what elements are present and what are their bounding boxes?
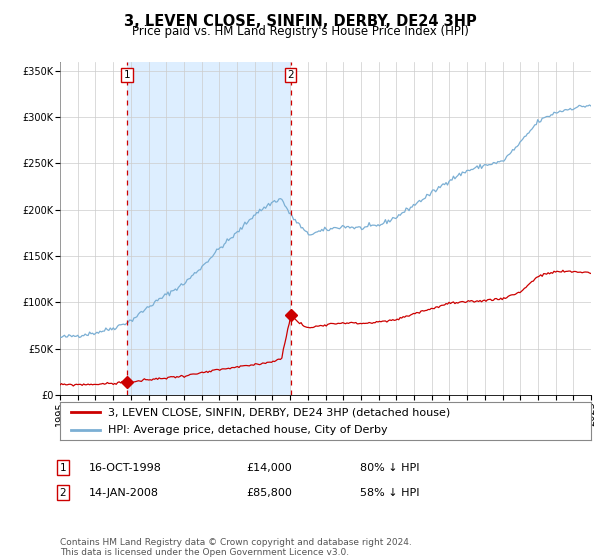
Text: 14-JAN-2008: 14-JAN-2008 <box>89 488 159 498</box>
Text: 16-OCT-1998: 16-OCT-1998 <box>89 463 161 473</box>
Text: Contains HM Land Registry data © Crown copyright and database right 2024.
This d: Contains HM Land Registry data © Crown c… <box>60 538 412 557</box>
Text: £85,800: £85,800 <box>246 488 292 498</box>
Text: 1: 1 <box>124 70 130 80</box>
Text: 80% ↓ HPI: 80% ↓ HPI <box>360 463 419 473</box>
Text: Price paid vs. HM Land Registry's House Price Index (HPI): Price paid vs. HM Land Registry's House … <box>131 25 469 38</box>
Bar <box>127 62 291 395</box>
Text: 2: 2 <box>287 70 294 80</box>
Text: 1: 1 <box>59 463 67 473</box>
Text: 58% ↓ HPI: 58% ↓ HPI <box>360 488 419 498</box>
Text: 3, LEVEN CLOSE, SINFIN, DERBY, DE24 3HP (detached house): 3, LEVEN CLOSE, SINFIN, DERBY, DE24 3HP … <box>108 407 450 417</box>
Text: 2: 2 <box>59 488 67 498</box>
Text: 3, LEVEN CLOSE, SINFIN, DERBY, DE24 3HP: 3, LEVEN CLOSE, SINFIN, DERBY, DE24 3HP <box>124 14 476 29</box>
Text: £14,000: £14,000 <box>246 463 292 473</box>
Text: HPI: Average price, detached house, City of Derby: HPI: Average price, detached house, City… <box>108 425 388 435</box>
